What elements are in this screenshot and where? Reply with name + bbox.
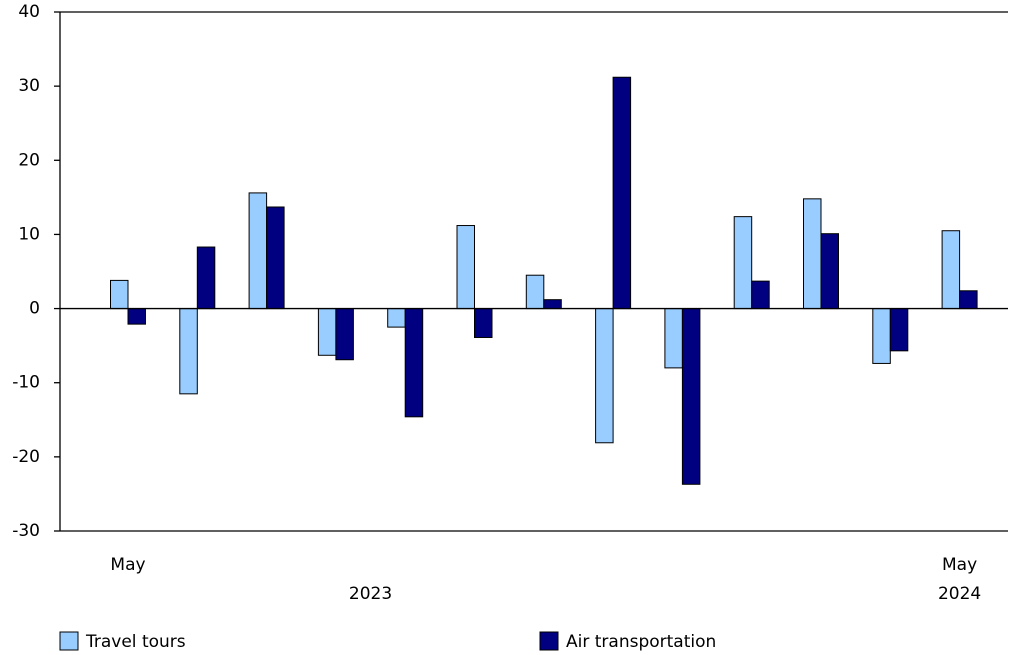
bar: [317, 308, 337, 356]
legend-swatch: [539, 631, 559, 651]
bar: [525, 274, 545, 310]
bar: [404, 308, 424, 418]
y-tick-label: 20: [18, 150, 40, 170]
y-tick-label: 40: [18, 2, 40, 22]
x-group-label: 2024: [938, 584, 981, 604]
legend-label: Travel tours: [85, 632, 186, 652]
x-tick-label: May: [110, 555, 145, 575]
bar: [959, 290, 978, 310]
bar: [733, 216, 753, 310]
bar: [127, 308, 146, 325]
bar: [196, 246, 216, 310]
bar: [820, 233, 839, 310]
x-group-label: 2023: [349, 584, 392, 604]
bar: [456, 225, 475, 310]
bar: [543, 299, 562, 310]
bar: [387, 308, 406, 328]
bar: [110, 279, 129, 310]
bar: [595, 308, 614, 444]
bar: [751, 280, 770, 310]
x-tick-label: May: [942, 555, 977, 575]
bar: [179, 308, 198, 395]
y-tick-label: 0: [29, 299, 40, 319]
bar: [681, 308, 701, 485]
bar: [889, 308, 909, 352]
bar: [474, 308, 493, 338]
y-tick-label: -30: [12, 521, 40, 541]
bar: [664, 308, 683, 369]
y-tick-label: -10: [12, 373, 40, 393]
bar: [612, 76, 632, 310]
bar: [335, 308, 354, 361]
bar: [248, 192, 268, 310]
y-tick-label: 30: [18, 76, 40, 96]
legend-label: Air transportation: [566, 632, 716, 652]
y-tick-label: -20: [12, 447, 40, 467]
bar: [266, 206, 285, 310]
bar: [803, 198, 822, 310]
bar: [872, 308, 891, 364]
bar: [941, 230, 961, 310]
legend-swatch: [59, 631, 79, 651]
y-tick-label: 10: [18, 224, 40, 244]
